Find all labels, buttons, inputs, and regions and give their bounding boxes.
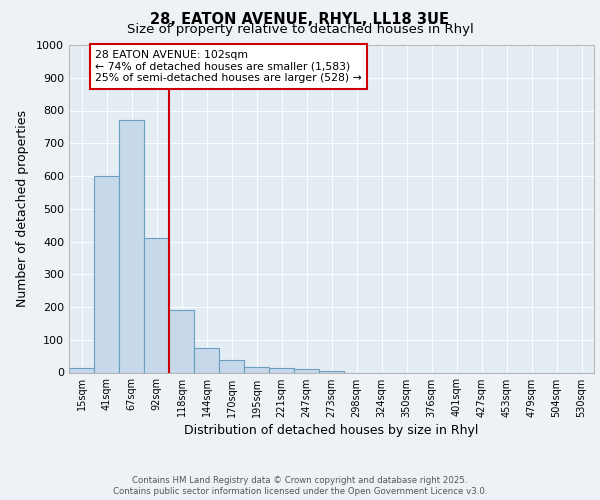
Bar (169, 310, 194, 372)
Text: Contains public sector information licensed under the Open Government Licence v3: Contains public sector information licen… (113, 488, 487, 496)
Text: Size of property relative to detached houses in Rhyl: Size of property relative to detached ho… (127, 22, 473, 36)
Bar (294, 368, 319, 372)
Text: 28, EATON AVENUE, RHYL, LL18 3UE: 28, EATON AVENUE, RHYL, LL18 3UE (151, 12, 449, 28)
Text: Contains HM Land Registry data © Crown copyright and database right 2025.: Contains HM Land Registry data © Crown c… (132, 476, 468, 485)
Bar (94, 176, 119, 372)
Bar (219, 360, 244, 372)
Bar (244, 366, 269, 372)
Text: 28 EATON AVENUE: 102sqm
← 74% of detached houses are smaller (1,583)
25% of semi: 28 EATON AVENUE: 102sqm ← 74% of detache… (95, 50, 362, 83)
Y-axis label: Number of detached properties: Number of detached properties (16, 110, 29, 307)
Bar (119, 120, 144, 372)
Bar (269, 368, 294, 372)
Bar (69, 368, 94, 372)
Bar (144, 238, 169, 372)
X-axis label: Distribution of detached houses by size in Rhyl: Distribution of detached houses by size … (184, 424, 479, 436)
Bar (319, 370, 344, 372)
Bar (194, 348, 219, 372)
